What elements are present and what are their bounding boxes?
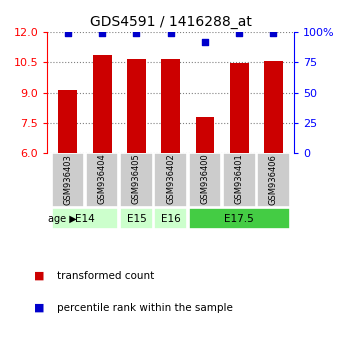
Text: ■: ■ xyxy=(34,303,44,313)
Bar xyxy=(120,208,153,229)
Bar xyxy=(264,61,283,153)
Text: transformed count: transformed count xyxy=(57,271,155,281)
Text: GSM936402: GSM936402 xyxy=(166,154,175,205)
Bar xyxy=(154,153,187,207)
Bar xyxy=(196,117,214,153)
Title: GDS4591 / 1416288_at: GDS4591 / 1416288_at xyxy=(90,16,251,29)
Text: GSM936400: GSM936400 xyxy=(200,154,210,205)
Text: GSM936404: GSM936404 xyxy=(98,154,107,205)
Text: percentile rank within the sample: percentile rank within the sample xyxy=(57,303,233,313)
Bar xyxy=(86,153,118,207)
Bar xyxy=(189,208,290,229)
Text: E17.5: E17.5 xyxy=(224,213,254,224)
Text: GSM936406: GSM936406 xyxy=(269,154,278,205)
Point xyxy=(271,30,276,36)
Point xyxy=(202,39,208,44)
Bar xyxy=(120,153,153,207)
Text: GSM936405: GSM936405 xyxy=(132,154,141,205)
Text: E15: E15 xyxy=(126,213,146,224)
Bar xyxy=(52,208,118,229)
Bar xyxy=(154,208,187,229)
Text: ■: ■ xyxy=(34,271,44,281)
Text: E14: E14 xyxy=(75,213,95,224)
Bar xyxy=(127,59,146,153)
Bar xyxy=(230,63,249,153)
Point xyxy=(65,30,71,36)
Bar xyxy=(52,153,84,207)
Text: GSM936403: GSM936403 xyxy=(64,154,72,205)
Bar xyxy=(257,153,290,207)
Bar xyxy=(161,59,180,153)
Bar xyxy=(93,55,112,153)
Text: GSM936401: GSM936401 xyxy=(235,154,244,205)
Text: age ▶: age ▶ xyxy=(48,213,77,224)
Point xyxy=(99,30,105,36)
Bar xyxy=(189,153,221,207)
Text: E16: E16 xyxy=(161,213,180,224)
Point xyxy=(237,30,242,36)
Bar xyxy=(223,153,256,207)
Point xyxy=(134,30,139,36)
Point xyxy=(168,30,173,36)
Bar xyxy=(58,90,77,153)
